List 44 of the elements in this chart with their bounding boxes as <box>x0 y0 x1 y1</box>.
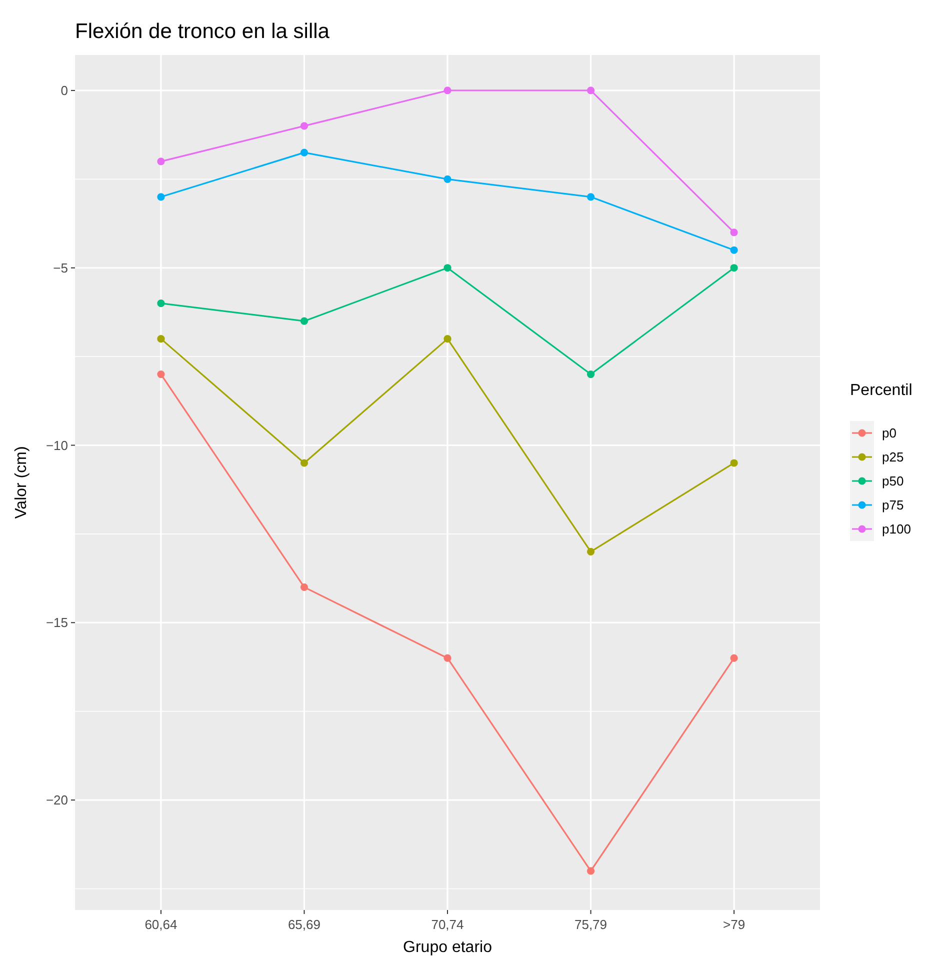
point <box>157 193 165 201</box>
point <box>300 148 308 156</box>
point <box>300 317 308 325</box>
chart-title: Flexión de tronco en la silla <box>75 20 330 43</box>
legend-label: p100 <box>882 522 911 537</box>
point <box>586 867 595 875</box>
point <box>730 459 738 467</box>
point <box>444 264 452 272</box>
y-tick-label: 0 <box>60 83 68 98</box>
point <box>444 175 452 183</box>
point <box>730 228 738 236</box>
point <box>586 193 595 201</box>
point <box>157 335 165 343</box>
point <box>730 264 738 272</box>
point <box>444 335 452 343</box>
legend-label: p50 <box>882 474 904 489</box>
point <box>157 300 165 308</box>
x-tick-label: 60,64 <box>144 917 178 932</box>
point <box>444 86 452 94</box>
point <box>730 246 738 254</box>
point <box>586 370 595 378</box>
point <box>730 654 738 662</box>
x-axis-title: Grupo etario <box>403 939 492 956</box>
point <box>586 86 595 94</box>
point <box>157 370 165 378</box>
point <box>586 548 595 556</box>
x-tick-label: 65,69 <box>288 917 321 932</box>
y-tick-label: −20 <box>46 792 68 808</box>
point <box>444 654 452 662</box>
x-tick-label: 70,74 <box>431 917 464 932</box>
legend-label: p25 <box>882 450 904 465</box>
point <box>157 158 165 166</box>
legend-title: Percentil <box>850 382 912 399</box>
point <box>300 459 308 467</box>
x-tick-label: >79 <box>723 917 746 932</box>
x-tick-label: 75,79 <box>574 917 608 932</box>
y-axis-title: Valor (cm) <box>13 446 30 519</box>
point <box>300 122 308 130</box>
point <box>300 583 308 591</box>
legend-label: p75 <box>882 498 904 513</box>
y-tick-label: −10 <box>46 438 68 453</box>
legend-label: p0 <box>882 426 896 441</box>
y-tick-label: −5 <box>53 260 68 276</box>
y-tick-label: −15 <box>46 615 68 630</box>
